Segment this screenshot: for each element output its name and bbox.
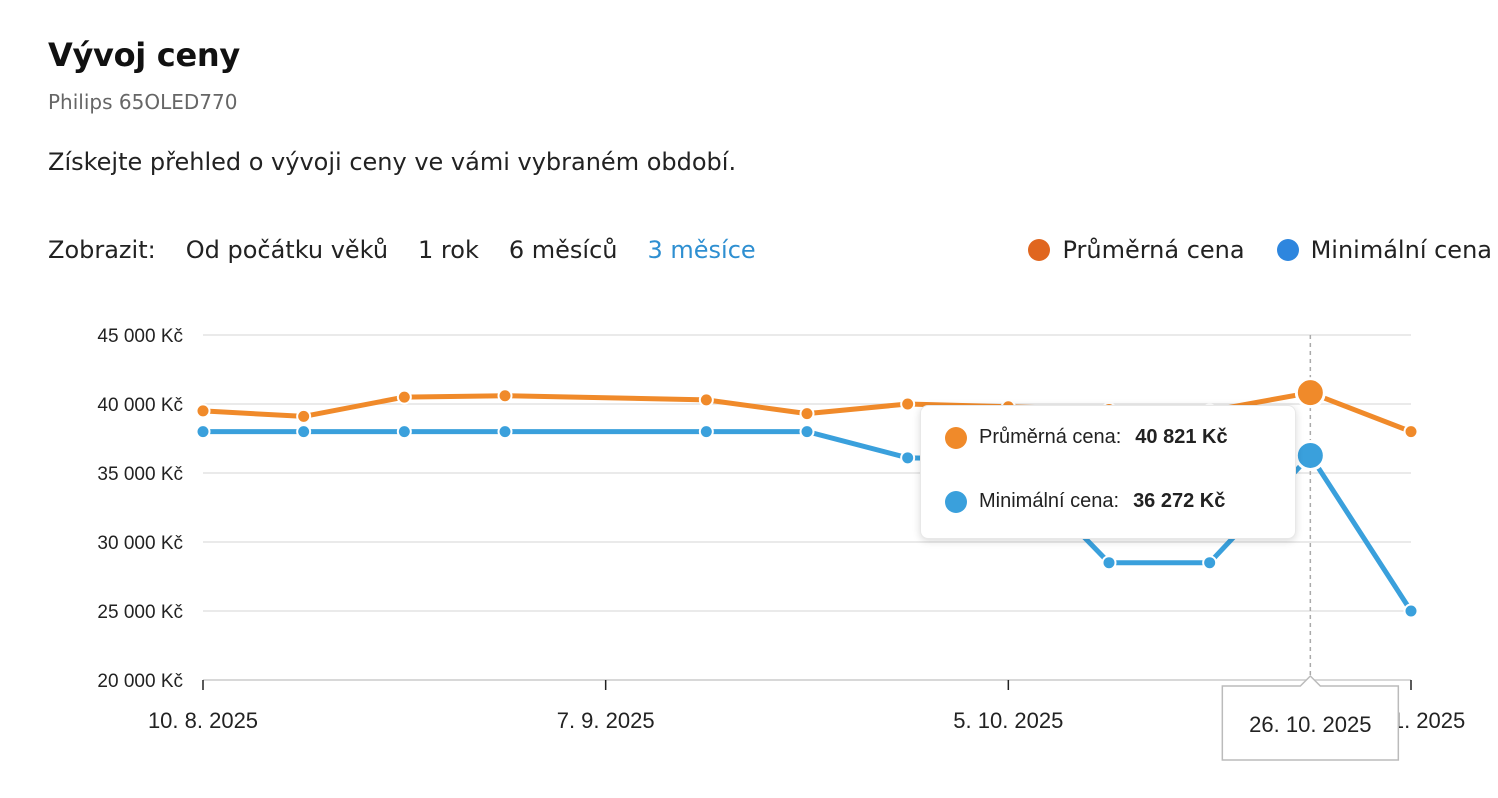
data-point [1202, 555, 1218, 571]
series-line-1 [200, 429, 1414, 614]
data-point [195, 403, 211, 419]
data-point [195, 424, 211, 440]
chart-tooltip: Průměrná cena: 40 821 Kč Minimální cena:… [920, 405, 1296, 539]
price-chart[interactable]: 45 000 Kč 40 000 Kč 35 000 Kč 30 000 Kč 25 0… [0, 300, 1498, 780]
page-title: Vývoj ceny [48, 36, 240, 74]
tooltip-row-average: Průměrná cena: 40 821 Kč [945, 426, 1228, 449]
data-point [900, 450, 916, 466]
tooltip-row-minimum: Minimální cena: 36 272 Kč [945, 490, 1225, 513]
tooltip-value-minimum: 36 272 Kč [1133, 490, 1226, 512]
y-tick-label: 40 000 Kč [97, 395, 183, 416]
tooltip-dot-average [945, 426, 967, 449]
data-point [799, 424, 815, 440]
data-point [296, 408, 312, 424]
period-option-6-months[interactable]: 6 měsíců [508, 236, 618, 264]
chart-legend: Průměrná cena Minimální cena [996, 236, 1492, 264]
y-tick-label: 25 000 Kč [97, 602, 183, 623]
data-point [497, 388, 513, 404]
legend-item-minimum[interactable]: Minimální cena [1276, 236, 1492, 264]
data-point [1101, 555, 1117, 571]
date-tooltip-label: 26. 10. 2025 [1249, 712, 1371, 737]
date-tooltip: 26. 10. 2025 [1221, 674, 1400, 761]
legend-label-minimum: Minimální cena [1310, 236, 1492, 264]
tooltip-label-minimum: Minimální cena: [979, 490, 1120, 512]
period-option-1-year[interactable]: 1 rok [418, 236, 479, 264]
x-tick-label: 5. 10. 2025 [953, 708, 1063, 733]
y-tick-label: 30 000 Kč [97, 533, 183, 554]
legend-dot-minimum [1276, 239, 1299, 261]
period-filter-label: Zobrazit: [48, 236, 156, 264]
data-point [900, 396, 916, 412]
data-point [1403, 424, 1419, 440]
x-tick-label: 7. 9. 2025 [557, 708, 655, 733]
data-point [296, 424, 312, 440]
date-tooltip-box [1221, 674, 1400, 761]
legend-dot-average [1028, 239, 1051, 261]
product-name: Philips 65OLED770 [48, 90, 238, 114]
tooltip-value-average: 40 821 Kč [1135, 426, 1228, 448]
tooltip-label-average: Průměrná cena: [979, 426, 1122, 448]
data-point [396, 389, 412, 405]
data-point [396, 424, 412, 440]
legend-item-average[interactable]: Průměrná cena [1028, 236, 1245, 264]
y-tick-label: 20 000 Kč [97, 671, 183, 692]
y-tick-label: 35 000 Kč [97, 464, 183, 485]
period-option-3-months[interactable]: 3 měsíce [647, 236, 756, 264]
data-point [1294, 377, 1326, 409]
tooltip-dot-minimum [945, 490, 967, 513]
x-tick-label: 10. 8. 2025 [148, 708, 258, 733]
data-point [1294, 439, 1326, 471]
page-description: Získejte přehled o vývoji ceny ve vámi v… [48, 148, 737, 176]
data-point [1403, 603, 1419, 619]
legend-label-average: Průměrná cena [1062, 236, 1245, 264]
period-filter: Zobrazit: Od počátku věků 1 rok 6 měsíců… [48, 236, 786, 264]
data-point [799, 406, 815, 422]
period-option-all[interactable]: Od počátku věků [185, 236, 389, 264]
y-tick-label: 45 000 Kč [97, 326, 183, 347]
data-point [698, 392, 714, 408]
data-point [698, 424, 714, 440]
data-point [497, 424, 513, 440]
